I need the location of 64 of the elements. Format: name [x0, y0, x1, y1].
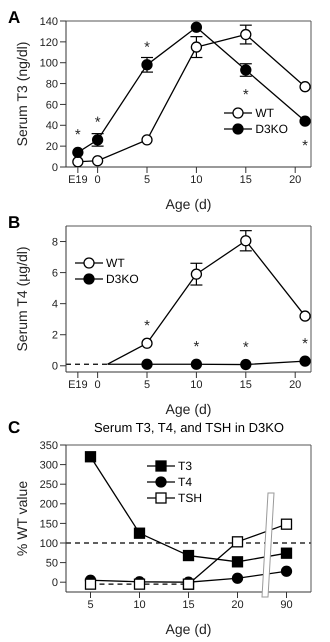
- annotation: *: [302, 137, 308, 154]
- annotation: *: [193, 338, 200, 356]
- y-tick-label: 4: [52, 298, 58, 311]
- chart-title: Serum T3, T4, and TSH in D3KO: [92, 420, 286, 435]
- legend-label: WT: [106, 256, 125, 270]
- y-tick-label: 350: [40, 440, 58, 452]
- annotation: *: [302, 335, 308, 352]
- annotation: *: [144, 318, 150, 335]
- x-tick-label: E19: [68, 174, 88, 186]
- x-tick-label: 20: [289, 378, 302, 391]
- x-tick-label: 15: [182, 598, 195, 611]
- x-axis-title: Age (d): [166, 401, 212, 417]
- x-tick-label: 90: [280, 598, 293, 611]
- x-tick-label: 15: [240, 378, 252, 391]
- y-tick-label: 120: [40, 36, 58, 49]
- text: B: [8, 213, 20, 233]
- annotation: *: [242, 338, 249, 356]
- y-tick-label: 0: [52, 360, 58, 373]
- x-tick-label: 20: [289, 174, 302, 186]
- legend-label: T3: [178, 459, 192, 473]
- x-tick-label: 20: [231, 598, 244, 611]
- annotation: *: [144, 39, 150, 56]
- x-tick-label: 0: [94, 174, 101, 186]
- x-tick-label: 10: [190, 378, 203, 391]
- x-tick-label: 5: [144, 378, 150, 391]
- y-tick-label: 0: [52, 162, 58, 174]
- y-axis-title: Serum T3 (ng/dl): [14, 42, 30, 146]
- text: C: [8, 418, 20, 438]
- text: A: [8, 8, 20, 28]
- y-tick-label: 2: [52, 330, 58, 342]
- x-tick-label: 5: [87, 598, 94, 611]
- x-tick-label: 5: [144, 174, 150, 186]
- y-tick-label: 150: [40, 518, 58, 530]
- legend-label: T4: [178, 475, 192, 489]
- y-tick-label: 20: [46, 141, 58, 154]
- x-axis-title: Age (d): [166, 196, 212, 212]
- legend-label: TSH: [178, 491, 202, 505]
- legend-label: D3KO: [106, 272, 139, 286]
- y-tick-label: 8: [52, 236, 58, 248]
- y-tick-label: 50: [46, 558, 58, 570]
- annotation: *: [94, 114, 101, 132]
- x-tick-label: E19: [68, 378, 88, 391]
- y-tick-label: 60: [46, 99, 58, 112]
- annotation: *: [242, 86, 249, 104]
- x-tick-label: 10: [190, 174, 203, 186]
- x-tick-label: 15: [240, 174, 252, 186]
- legend-label: WT: [255, 106, 274, 120]
- y-tick-label: 0: [52, 577, 58, 590]
- annotation: *: [74, 126, 81, 144]
- y-axis-title: Serum T4 (µg/dl): [14, 246, 30, 352]
- y-tick-label: 140: [40, 16, 58, 28]
- x-tick-label: 0: [94, 378, 101, 391]
- x-axis-title: Age (d): [166, 621, 212, 637]
- y-tick-label: 300: [40, 460, 58, 472]
- y-tick-label: 250: [40, 479, 58, 492]
- x-tick-label: 10: [133, 598, 146, 611]
- legend-label: D3KO: [255, 122, 288, 136]
- y-tick-label: 200: [40, 498, 58, 511]
- y-tick-label: 40: [46, 120, 58, 132]
- y-tick-label: 6: [52, 268, 58, 280]
- y-tick-label: 80: [46, 78, 58, 90]
- y-axis-title: % WT value: [14, 480, 30, 556]
- y-tick-label: 100: [40, 538, 58, 550]
- y-tick-label: 100: [40, 58, 58, 70]
